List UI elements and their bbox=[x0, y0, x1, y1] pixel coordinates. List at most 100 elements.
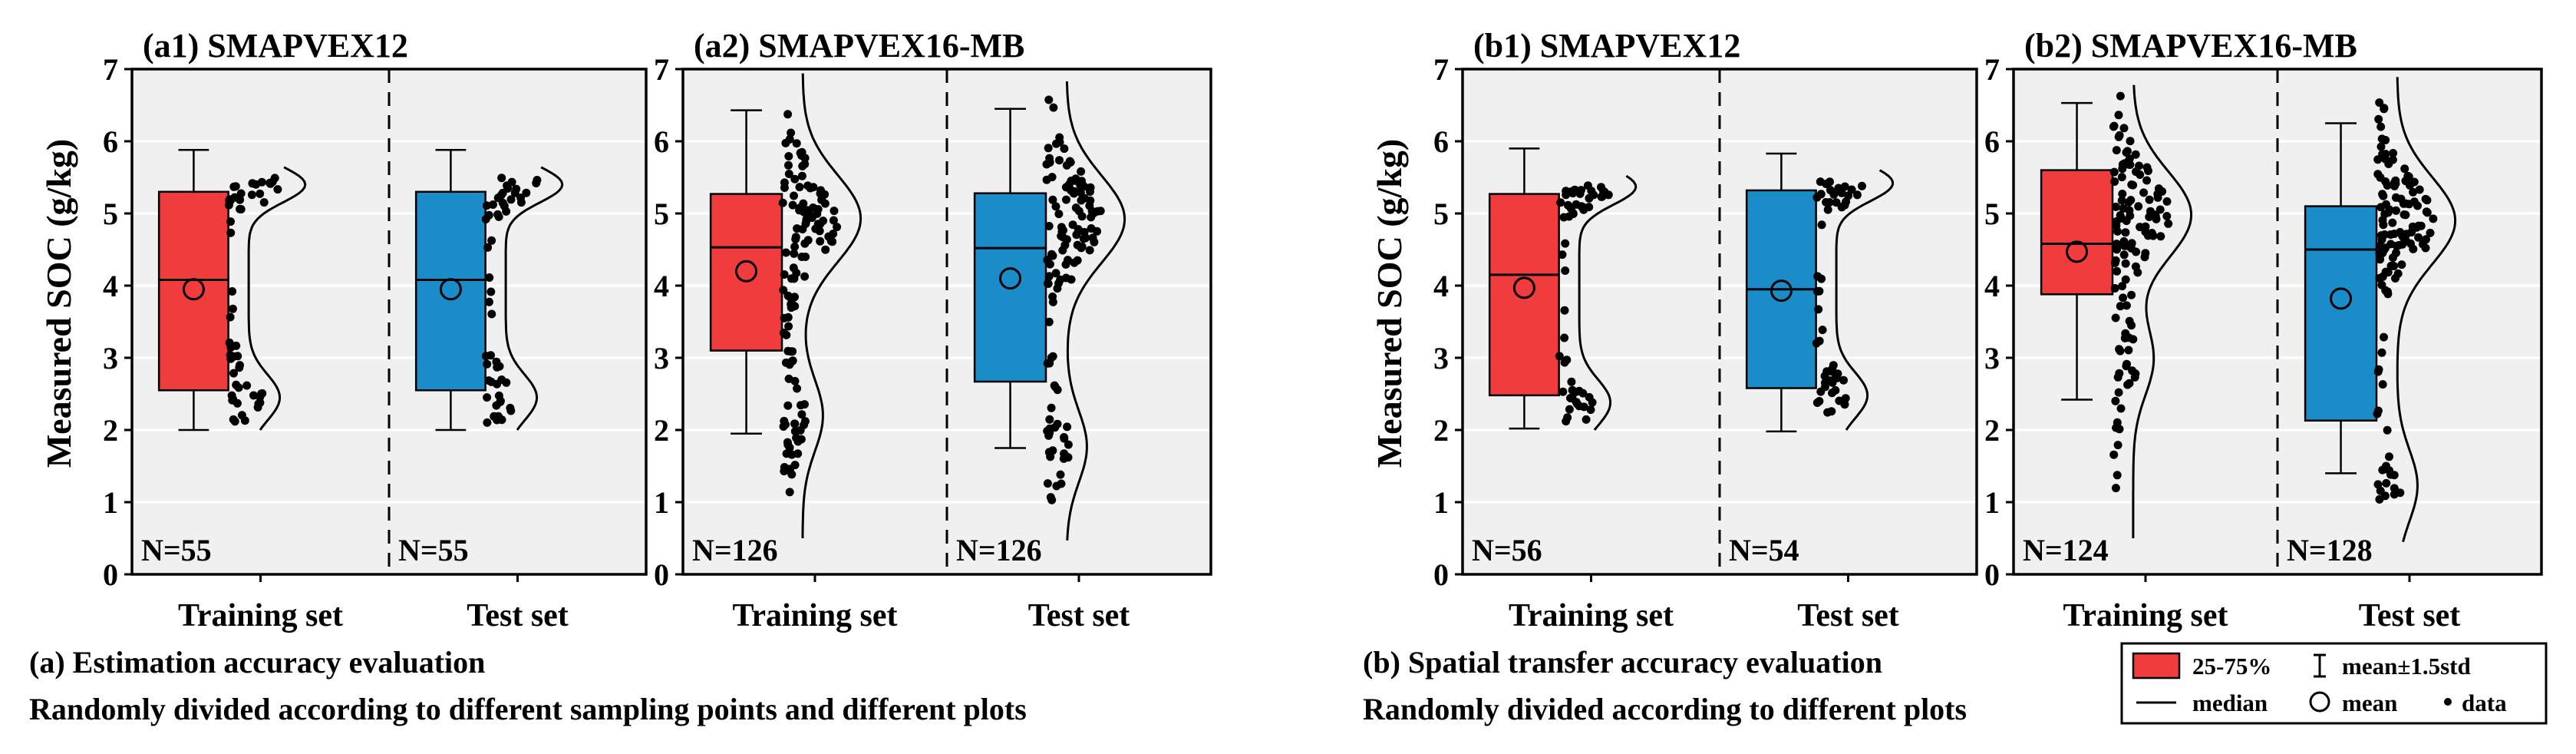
data-point bbox=[484, 376, 493, 385]
data-point bbox=[798, 225, 807, 233]
data-point bbox=[790, 191, 798, 200]
density-curve bbox=[2132, 84, 2193, 538]
data-points bbox=[481, 174, 542, 427]
data-point bbox=[1562, 187, 1571, 196]
data-point bbox=[2376, 486, 2385, 495]
data-point bbox=[493, 210, 503, 219]
data-point bbox=[1816, 177, 1825, 187]
data-point bbox=[1060, 434, 1069, 443]
data-point bbox=[2117, 173, 2126, 182]
data-point bbox=[1048, 195, 1057, 204]
data-point bbox=[803, 181, 813, 190]
data-point bbox=[236, 361, 244, 370]
data-point bbox=[1046, 493, 1055, 502]
data-point bbox=[2397, 230, 2406, 239]
data-point bbox=[1088, 233, 1097, 243]
data-point bbox=[1561, 266, 1570, 275]
data-point bbox=[2409, 187, 2418, 197]
data-point bbox=[1566, 394, 1575, 402]
data-point bbox=[1823, 205, 1832, 214]
caption-b-subtitle: Randomly divided according to different … bbox=[1363, 692, 1967, 726]
data-point bbox=[1044, 317, 1054, 326]
legend-mean-label: mean bbox=[2342, 690, 2397, 716]
mean-marker bbox=[1512, 276, 1535, 299]
data-point bbox=[787, 303, 796, 313]
panel-2: 0 1 2 3 4 5 6 7 (a2) SMAPVEX16-MB N=126 Training s… bbox=[654, 27, 1212, 633]
data-point bbox=[793, 384, 802, 393]
data-point bbox=[1572, 399, 1582, 408]
data-point bbox=[788, 200, 797, 210]
data-point bbox=[236, 189, 246, 198]
data-point bbox=[2373, 406, 2383, 415]
data-point bbox=[809, 203, 818, 212]
data-point bbox=[1565, 405, 1574, 414]
data-point bbox=[2421, 243, 2430, 253]
data-point bbox=[816, 236, 825, 246]
data-point bbox=[801, 253, 810, 261]
data-point bbox=[829, 216, 838, 225]
data-point bbox=[1055, 156, 1064, 165]
data-point bbox=[1568, 187, 1577, 196]
data-point bbox=[802, 217, 811, 226]
data-point bbox=[779, 422, 788, 431]
data-point bbox=[2382, 478, 2391, 488]
data-point bbox=[1812, 339, 1821, 348]
data-point bbox=[790, 249, 799, 258]
data-point bbox=[790, 427, 800, 436]
data-point bbox=[226, 313, 235, 322]
data-point bbox=[2114, 388, 2123, 397]
data-point bbox=[1043, 279, 1052, 288]
data-point bbox=[1045, 415, 1054, 424]
n-label: N=56 bbox=[1472, 533, 1542, 567]
y-tick-label: 3 bbox=[1433, 341, 1449, 375]
data-point bbox=[2388, 155, 2397, 164]
data-point bbox=[1045, 428, 1054, 438]
data-point bbox=[2391, 176, 2400, 185]
data-point bbox=[2121, 228, 2130, 237]
data-point bbox=[1054, 210, 1064, 219]
data-point bbox=[1562, 417, 1571, 426]
data-point bbox=[1560, 333, 1569, 342]
data-point bbox=[1052, 481, 1061, 491]
data-point bbox=[2375, 494, 2384, 504]
data-point bbox=[1558, 387, 1568, 396]
n-label: N=124 bbox=[2023, 533, 2109, 567]
data-point bbox=[2164, 219, 2173, 228]
legend-whisker-label: mean±1.5std bbox=[2342, 653, 2471, 680]
data-point bbox=[237, 411, 246, 420]
data-point bbox=[242, 381, 252, 390]
y-tick-label: 6 bbox=[654, 124, 669, 159]
data-point bbox=[2388, 253, 2397, 263]
data-point bbox=[780, 463, 789, 471]
data-point bbox=[2124, 346, 2133, 355]
data-point bbox=[253, 403, 262, 412]
data-point bbox=[2121, 331, 2130, 340]
legend-frame bbox=[2120, 642, 2548, 725]
data-point bbox=[1044, 144, 1053, 153]
data-point bbox=[1831, 370, 1840, 379]
data-point bbox=[790, 376, 800, 385]
data-point bbox=[2373, 155, 2383, 164]
group-test: N=128 Test set bbox=[2287, 77, 2460, 633]
data-point bbox=[1579, 402, 1588, 412]
data-point bbox=[2126, 196, 2136, 205]
data-point bbox=[2127, 321, 2136, 330]
data-point bbox=[483, 393, 492, 402]
density-curve bbox=[1835, 169, 1894, 431]
data-point bbox=[484, 210, 493, 220]
data-point bbox=[2136, 170, 2145, 179]
data-point bbox=[2134, 202, 2143, 211]
data-point bbox=[1561, 239, 1570, 248]
data-point bbox=[1560, 358, 1569, 367]
iqr-box bbox=[2040, 169, 2114, 296]
data-point bbox=[2429, 214, 2438, 223]
group-test: N=54 Test set bbox=[1729, 152, 1899, 633]
data-point bbox=[231, 182, 240, 191]
data-point bbox=[780, 270, 789, 279]
data-point bbox=[795, 183, 804, 192]
data-point bbox=[2135, 161, 2143, 170]
data-point bbox=[487, 309, 496, 319]
data-point bbox=[2118, 282, 2127, 291]
data-point bbox=[1572, 200, 1581, 209]
